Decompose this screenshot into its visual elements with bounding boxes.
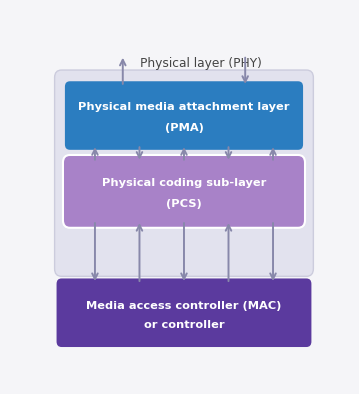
Text: Physical coding sub-layer: Physical coding sub-layer	[102, 178, 266, 188]
Text: (PMA): (PMA)	[164, 123, 204, 133]
FancyBboxPatch shape	[57, 279, 311, 347]
Text: (PCS): (PCS)	[166, 199, 202, 209]
FancyBboxPatch shape	[55, 70, 313, 276]
FancyBboxPatch shape	[63, 155, 305, 228]
FancyBboxPatch shape	[65, 81, 303, 150]
Text: Physical media attachment layer: Physical media attachment layer	[78, 102, 290, 112]
Text: Media access controller (MAC): Media access controller (MAC)	[86, 301, 282, 311]
Text: or controller: or controller	[144, 320, 224, 331]
Text: Physical layer (PHY): Physical layer (PHY)	[140, 58, 262, 71]
